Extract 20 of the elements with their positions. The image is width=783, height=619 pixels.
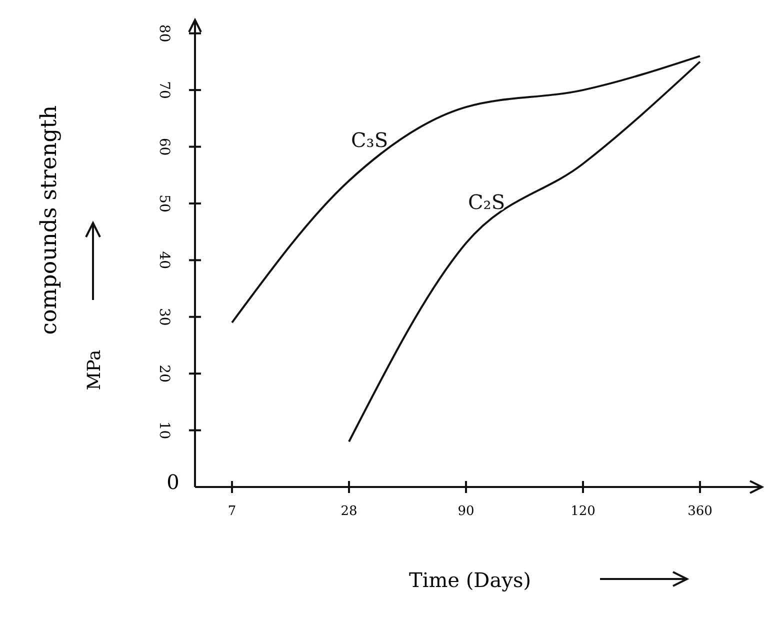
x-tick-label: 28: [340, 504, 358, 519]
text: compounds strength MPa: [37, 105, 105, 390]
series-label: C₂S: [468, 190, 506, 214]
y-tick-label: 10: [156, 421, 172, 440]
y-tick-label: 80: [156, 24, 172, 42]
line-series: [348, 60, 701, 443]
y-tick-label: 30: [156, 308, 172, 326]
x-tick-label: 120: [570, 504, 596, 519]
x-tick-label: 90: [458, 504, 474, 519]
y-tick-label: 70: [156, 81, 172, 99]
y-tick-label: 50: [156, 194, 172, 212]
x-tick-label: 360: [688, 504, 712, 519]
y-tick-label: 20: [156, 364, 172, 382]
y-tick-label: 40: [156, 251, 172, 270]
y-tick-label: 60: [156, 138, 172, 156]
text: 0: [166, 470, 180, 494]
x-axis-title: Time (Days): [408, 568, 532, 592]
x-tick-label: 7: [228, 504, 236, 519]
line-series: [231, 55, 701, 324]
series-label: C₃S: [351, 128, 388, 152]
